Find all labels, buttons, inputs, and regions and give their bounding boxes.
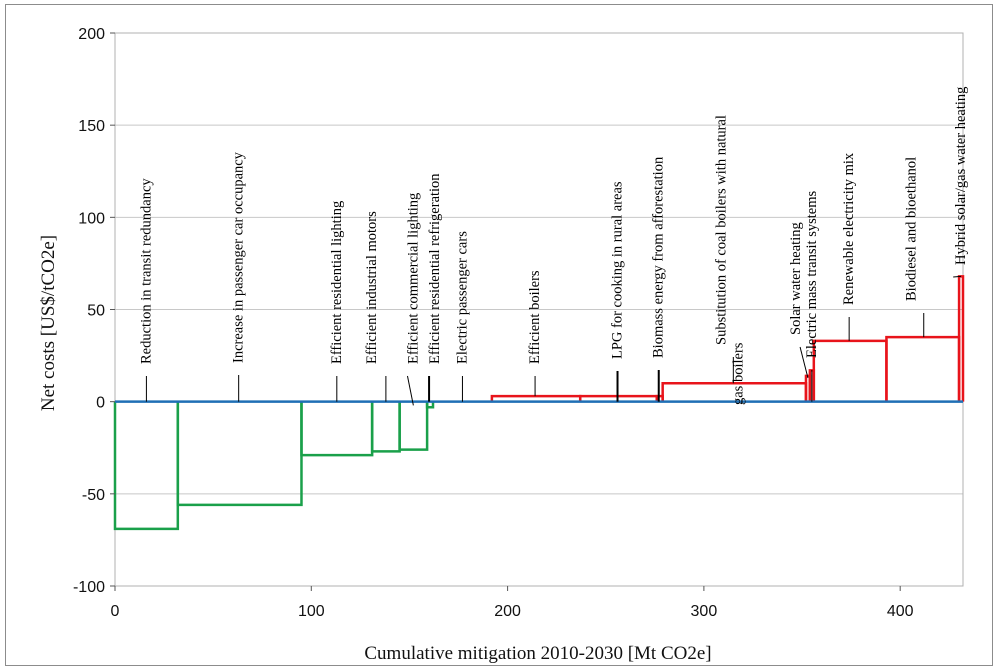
y-tick-label: -50 xyxy=(82,487,105,504)
x-axis-title: Cumulative mitigation 2010-2030 [Mt CO2e… xyxy=(364,643,711,664)
x-tick-label: 0 xyxy=(111,603,120,620)
x-tick-label: 200 xyxy=(494,603,521,620)
leader-line xyxy=(799,346,809,378)
annotation-label: Renewable electricity mix xyxy=(841,152,857,305)
x-tick-label: 100 xyxy=(298,603,325,620)
leader-line xyxy=(406,375,414,406)
annotation-label: Efficient boilers xyxy=(527,270,543,364)
x-axis-ticks: 0 100 200 300 400 xyxy=(111,586,914,620)
annotation-label: Efficient industrial motors xyxy=(364,211,380,364)
annotation-label: Biomass energy from afforestation xyxy=(651,156,667,358)
annotation-label: Reduction in transit redundancy xyxy=(138,178,154,364)
annotation-label: Efficient residential refrigeration xyxy=(427,173,443,364)
cost-step xyxy=(113,401,180,531)
measure-annotations: Reduction in transit redundancy Increase … xyxy=(138,87,969,405)
y-tick-label: 0 xyxy=(96,395,105,412)
y-tick-label: 50 xyxy=(87,303,105,320)
cost-step xyxy=(885,335,961,402)
cost-step xyxy=(370,401,401,453)
annotation-label: Biodiesel and bioethanol xyxy=(904,157,920,301)
x-tick-label: 400 xyxy=(887,603,914,620)
annotation-label: LPG for cooking in rural areas xyxy=(610,181,626,359)
annotation-label: Substitution of coal boilers with natura… xyxy=(713,115,729,345)
cost-step xyxy=(425,401,435,409)
y-tick-label: 100 xyxy=(78,210,105,227)
annotation-label: Hybrid solar/gas water heating xyxy=(953,87,969,265)
annotation-label: Efficient residential lighting xyxy=(329,201,345,364)
annotation-label: Increase in passenger car occupancy xyxy=(231,151,247,363)
y-tick-label: 200 xyxy=(78,26,105,43)
annotation-label: Electric mass transit systems xyxy=(804,191,820,358)
annotation-label: gas boilers xyxy=(730,342,746,405)
cost-step xyxy=(176,401,303,507)
y-tick-label: 150 xyxy=(78,118,105,135)
cost-step xyxy=(957,275,965,402)
leader-line xyxy=(953,275,962,278)
annotation-label: Solar water heating xyxy=(788,222,804,335)
annotation-leaders xyxy=(145,275,962,406)
y-axis-ticks: -100 -50 0 50 100 150 200 xyxy=(73,26,115,596)
y-tick-label: -100 xyxy=(73,579,105,596)
annotation-label: Efficient commercial lighting xyxy=(405,193,421,364)
cost-step xyxy=(398,401,429,451)
x-tick-label: 300 xyxy=(691,603,718,620)
annotation-label: Electric passenger cars xyxy=(454,231,470,364)
cost-step xyxy=(300,401,374,457)
y-axis-title: Net costs [US$/tCO2e] xyxy=(38,235,59,411)
chart-frame: Reduction in transit redundancy Increase … xyxy=(5,4,993,666)
mac-curve-chart: Reduction in transit redundancy Increase … xyxy=(38,26,969,664)
cost-step xyxy=(812,339,888,402)
